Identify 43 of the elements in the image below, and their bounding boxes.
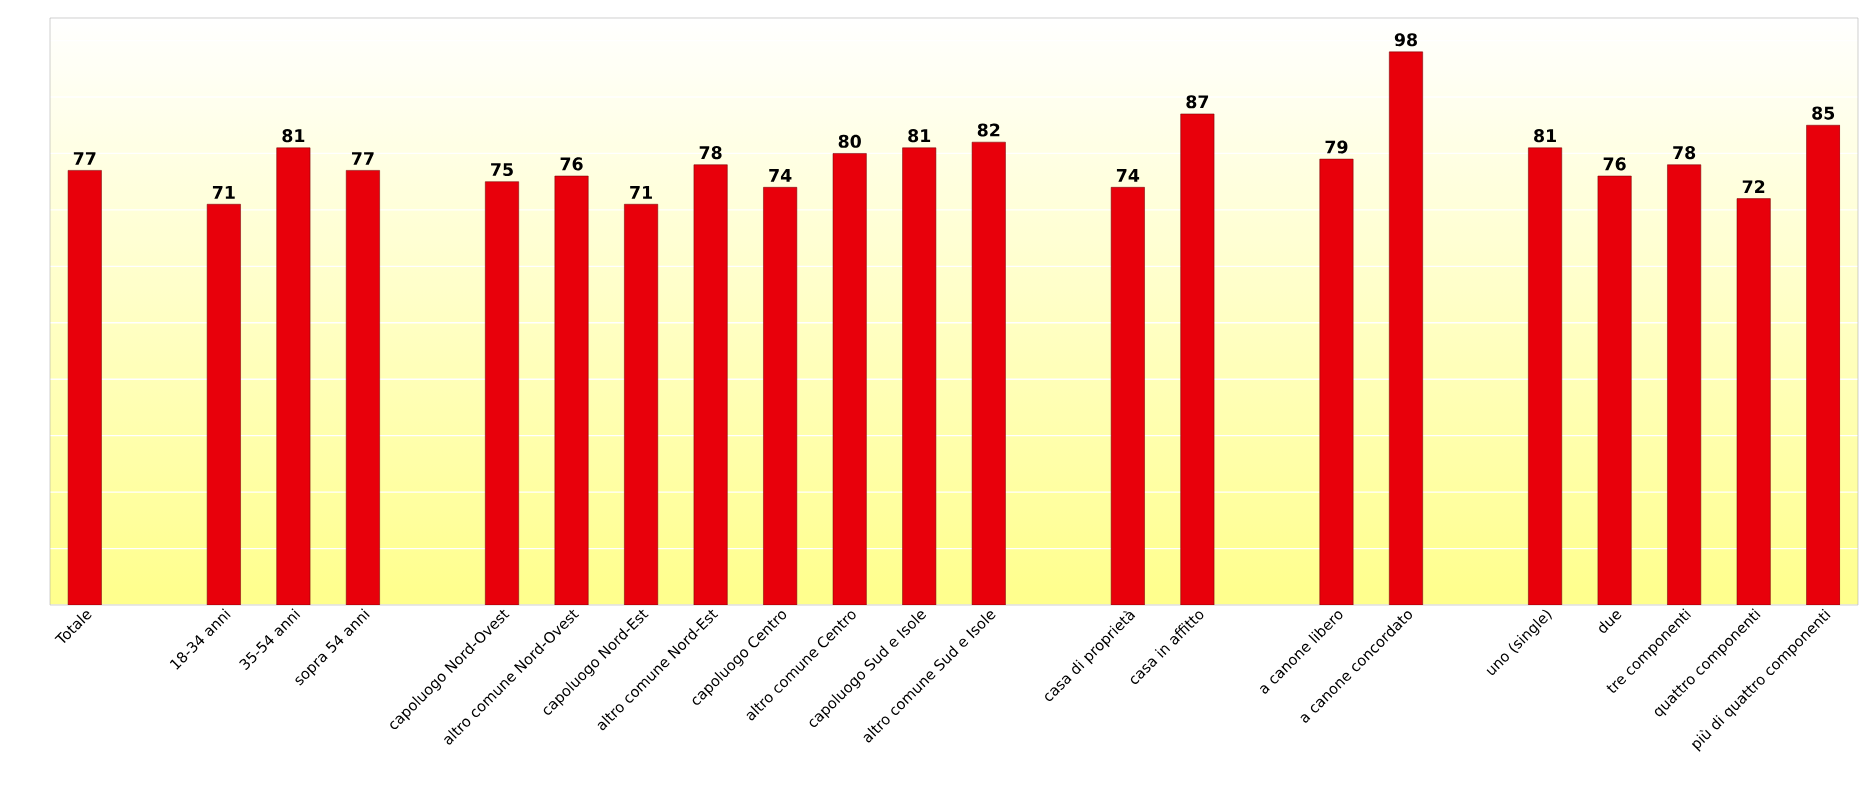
data-label: 85 [1812, 106, 1835, 120]
data-label: 77 [352, 152, 374, 165]
bar [276, 147, 311, 605]
bar [1110, 187, 1145, 605]
bar [971, 141, 1006, 605]
data-label: 76 [560, 157, 583, 171]
data-label: 81 [908, 129, 931, 143]
bar [554, 175, 589, 605]
data-label: 71 [212, 186, 235, 199]
bar [1528, 147, 1563, 605]
data-label: 98 [1394, 33, 1417, 47]
bar [485, 181, 519, 605]
data-label: 72 [1742, 180, 1765, 194]
bar [1389, 51, 1423, 605]
bar [1667, 164, 1702, 605]
data-label: 74 [769, 169, 792, 182]
bar [1736, 198, 1771, 605]
data-label: 71 [630, 186, 652, 199]
data-label: 75 [491, 163, 513, 177]
x-tick-label: due [1599, 611, 1622, 633]
bar [67, 170, 102, 605]
bar [345, 170, 380, 605]
data-label: 80 [838, 134, 861, 148]
data-label: 87 [1186, 95, 1209, 109]
bar [1319, 158, 1354, 605]
data-label: 81 [1534, 129, 1556, 143]
bar [624, 203, 659, 605]
bar [763, 187, 798, 605]
data-label: 78 [1673, 146, 1696, 160]
data-label: 76 [1603, 157, 1626, 171]
bar [206, 203, 241, 605]
data-label: 77 [73, 152, 96, 165]
bar [1180, 113, 1215, 605]
data-label: 81 [282, 129, 305, 143]
data-label: 74 [1116, 169, 1140, 182]
data-label: 79 [1325, 140, 1348, 154]
bar [693, 164, 728, 605]
bar [832, 153, 867, 605]
bar [902, 147, 937, 605]
bar [1806, 124, 1841, 605]
data-label: 78 [699, 146, 722, 160]
bar [1597, 175, 1632, 605]
data-label: 82 [977, 123, 1000, 137]
